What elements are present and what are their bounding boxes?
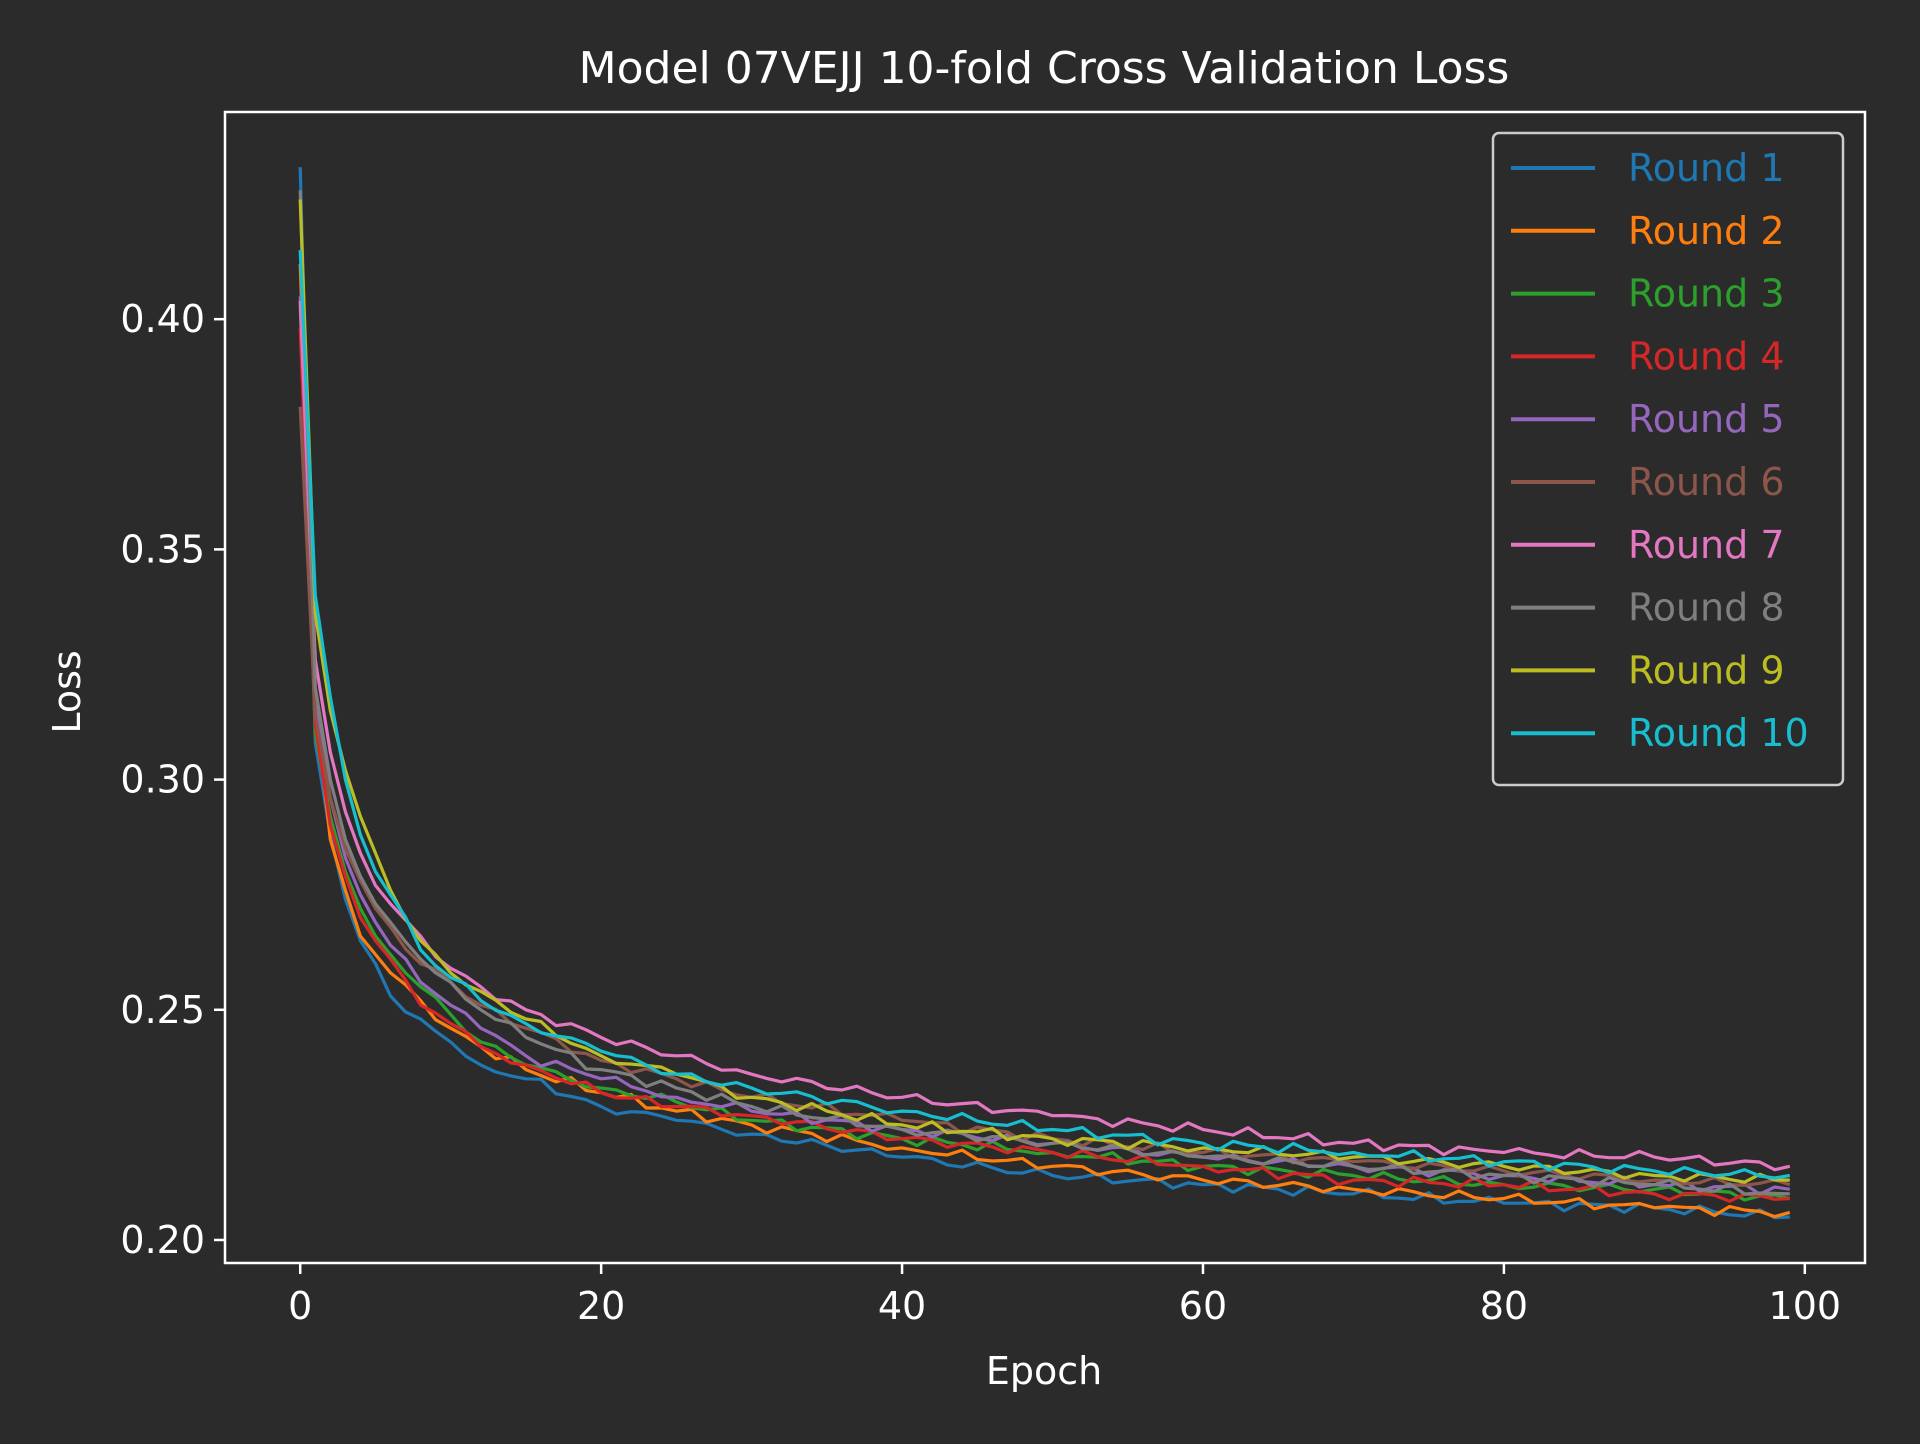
x-tick-label: 0 bbox=[288, 1284, 312, 1328]
legend-label: Round 2 bbox=[1628, 209, 1785, 253]
x-tick-label: 60 bbox=[1179, 1284, 1227, 1328]
legend-label: Round 6 bbox=[1628, 460, 1785, 504]
legend-label: Round 4 bbox=[1628, 334, 1785, 378]
y-tick-label: 0.40 bbox=[120, 297, 205, 341]
legend-label: Round 8 bbox=[1628, 586, 1785, 630]
x-axis-label: Epoch bbox=[986, 1349, 1102, 1393]
chart-title: Model 07VEJJ 10-fold Cross Validation Lo… bbox=[579, 43, 1510, 94]
legend-label: Round 5 bbox=[1628, 397, 1785, 441]
series-line-round-8 bbox=[298, 190, 1790, 1196]
y-tick-label: 0.25 bbox=[120, 988, 205, 1032]
legend-frame bbox=[1491, 131, 1845, 787]
plot-frame bbox=[223, 110, 1867, 1265]
series-layer bbox=[298, 167, 1791, 1220]
legend-label: Round 1 bbox=[1628, 146, 1785, 190]
y-tick-label: 0.35 bbox=[120, 527, 205, 571]
legend: Round 1 Round 2 Round 3 Round 4 Round 5 Round… bbox=[1491, 131, 1845, 787]
y-axis: 0.20 0.25 0.30 0.35 0.40 bbox=[120, 297, 225, 1262]
x-axis: 0 20 40 60 80 100 bbox=[288, 1263, 1841, 1328]
series-line-round-4 bbox=[298, 328, 1790, 1203]
legend-label: Round 3 bbox=[1628, 272, 1785, 316]
y-axis-label: Loss bbox=[45, 650, 89, 733]
x-tick-label: 20 bbox=[577, 1284, 625, 1328]
legend-label: Round 10 bbox=[1628, 711, 1809, 755]
x-tick-label: 100 bbox=[1769, 1284, 1842, 1328]
legend-label: Round 7 bbox=[1628, 523, 1785, 567]
x-tick-label: 40 bbox=[878, 1284, 926, 1328]
y-tick-label: 0.20 bbox=[120, 1218, 205, 1262]
y-tick-label: 0.30 bbox=[120, 758, 205, 802]
legend-label: Round 9 bbox=[1628, 648, 1785, 692]
series-line-round-7 bbox=[298, 300, 1791, 1172]
series-line-round-10 bbox=[298, 250, 1791, 1180]
x-tick-label: 80 bbox=[1480, 1284, 1528, 1328]
series-line-round-2 bbox=[298, 263, 1791, 1219]
